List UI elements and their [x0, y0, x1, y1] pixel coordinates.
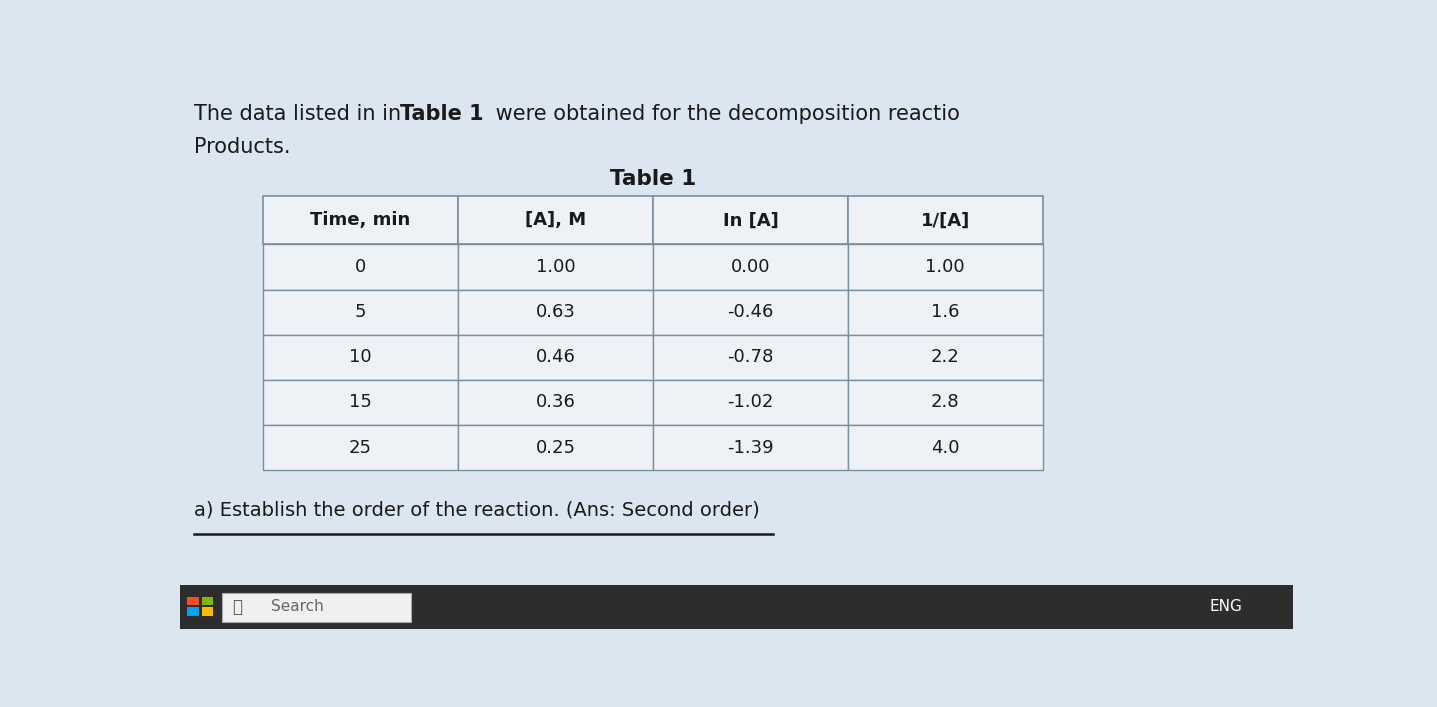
Text: 2.2: 2.2	[931, 349, 960, 366]
Bar	[848, 425, 1043, 470]
Text: ⌕: ⌕	[233, 598, 243, 616]
Bar	[458, 245, 652, 290]
Text: -1.39: -1.39	[727, 438, 773, 457]
Bar	[458, 425, 652, 470]
Text: -0.46: -0.46	[727, 303, 773, 321]
Text: -0.78: -0.78	[727, 349, 773, 366]
Bar	[458, 380, 652, 425]
Text: -1.02: -1.02	[727, 394, 773, 411]
Bar	[187, 597, 198, 605]
Text: 25: 25	[349, 438, 372, 457]
Bar	[848, 290, 1043, 334]
Text: 0.00: 0.00	[730, 258, 770, 276]
Bar	[263, 197, 458, 245]
Bar	[263, 425, 458, 470]
Text: 4.0: 4.0	[931, 438, 960, 457]
Text: 2.8: 2.8	[931, 394, 960, 411]
Bar	[652, 245, 848, 290]
Bar	[263, 245, 458, 290]
Bar	[652, 197, 848, 245]
Bar	[201, 597, 213, 605]
Bar	[848, 380, 1043, 425]
Text: ENG: ENG	[1210, 600, 1243, 614]
Text: 0.46: 0.46	[536, 349, 575, 366]
Text: Table 1: Table 1	[609, 169, 696, 189]
Text: 15: 15	[349, 394, 372, 411]
Text: The data listed in in: The data listed in in	[194, 104, 408, 124]
Bar	[652, 425, 848, 470]
Bar	[652, 334, 848, 380]
Text: Time, min: Time, min	[310, 211, 411, 229]
Bar	[458, 290, 652, 334]
Text: 0.25: 0.25	[536, 438, 575, 457]
Text: Products.: Products.	[194, 136, 290, 156]
Text: 1/[A]: 1/[A]	[921, 211, 970, 229]
Text: Table 1: Table 1	[399, 104, 484, 124]
Text: [A], M: [A], M	[525, 211, 586, 229]
Bar	[263, 334, 458, 380]
Text: In [A]: In [A]	[723, 211, 779, 229]
Text: 0.36: 0.36	[536, 394, 575, 411]
Text: 10: 10	[349, 349, 372, 366]
Bar	[652, 380, 848, 425]
Text: 5: 5	[355, 303, 366, 321]
Bar	[652, 290, 848, 334]
Text: a) Establish the order of the reaction. (Ans: Second order): a) Establish the order of the reaction. …	[194, 501, 760, 519]
Text: were obtained for the decomposition reactio: were obtained for the decomposition reac…	[489, 104, 960, 124]
Text: 0.63: 0.63	[536, 303, 575, 321]
Bar	[263, 290, 458, 334]
Text: 1.00: 1.00	[925, 258, 966, 276]
Bar	[458, 334, 652, 380]
Bar	[848, 197, 1043, 245]
Bar	[458, 197, 652, 245]
Bar	[180, 585, 1293, 629]
Bar	[221, 592, 411, 622]
Bar	[187, 607, 198, 617]
Text: 1.6: 1.6	[931, 303, 960, 321]
Text: 0: 0	[355, 258, 366, 276]
Bar	[848, 334, 1043, 380]
Text: 1.00: 1.00	[536, 258, 575, 276]
Bar	[263, 380, 458, 425]
Bar	[848, 245, 1043, 290]
Text: Search: Search	[272, 600, 323, 614]
Bar	[201, 607, 213, 617]
